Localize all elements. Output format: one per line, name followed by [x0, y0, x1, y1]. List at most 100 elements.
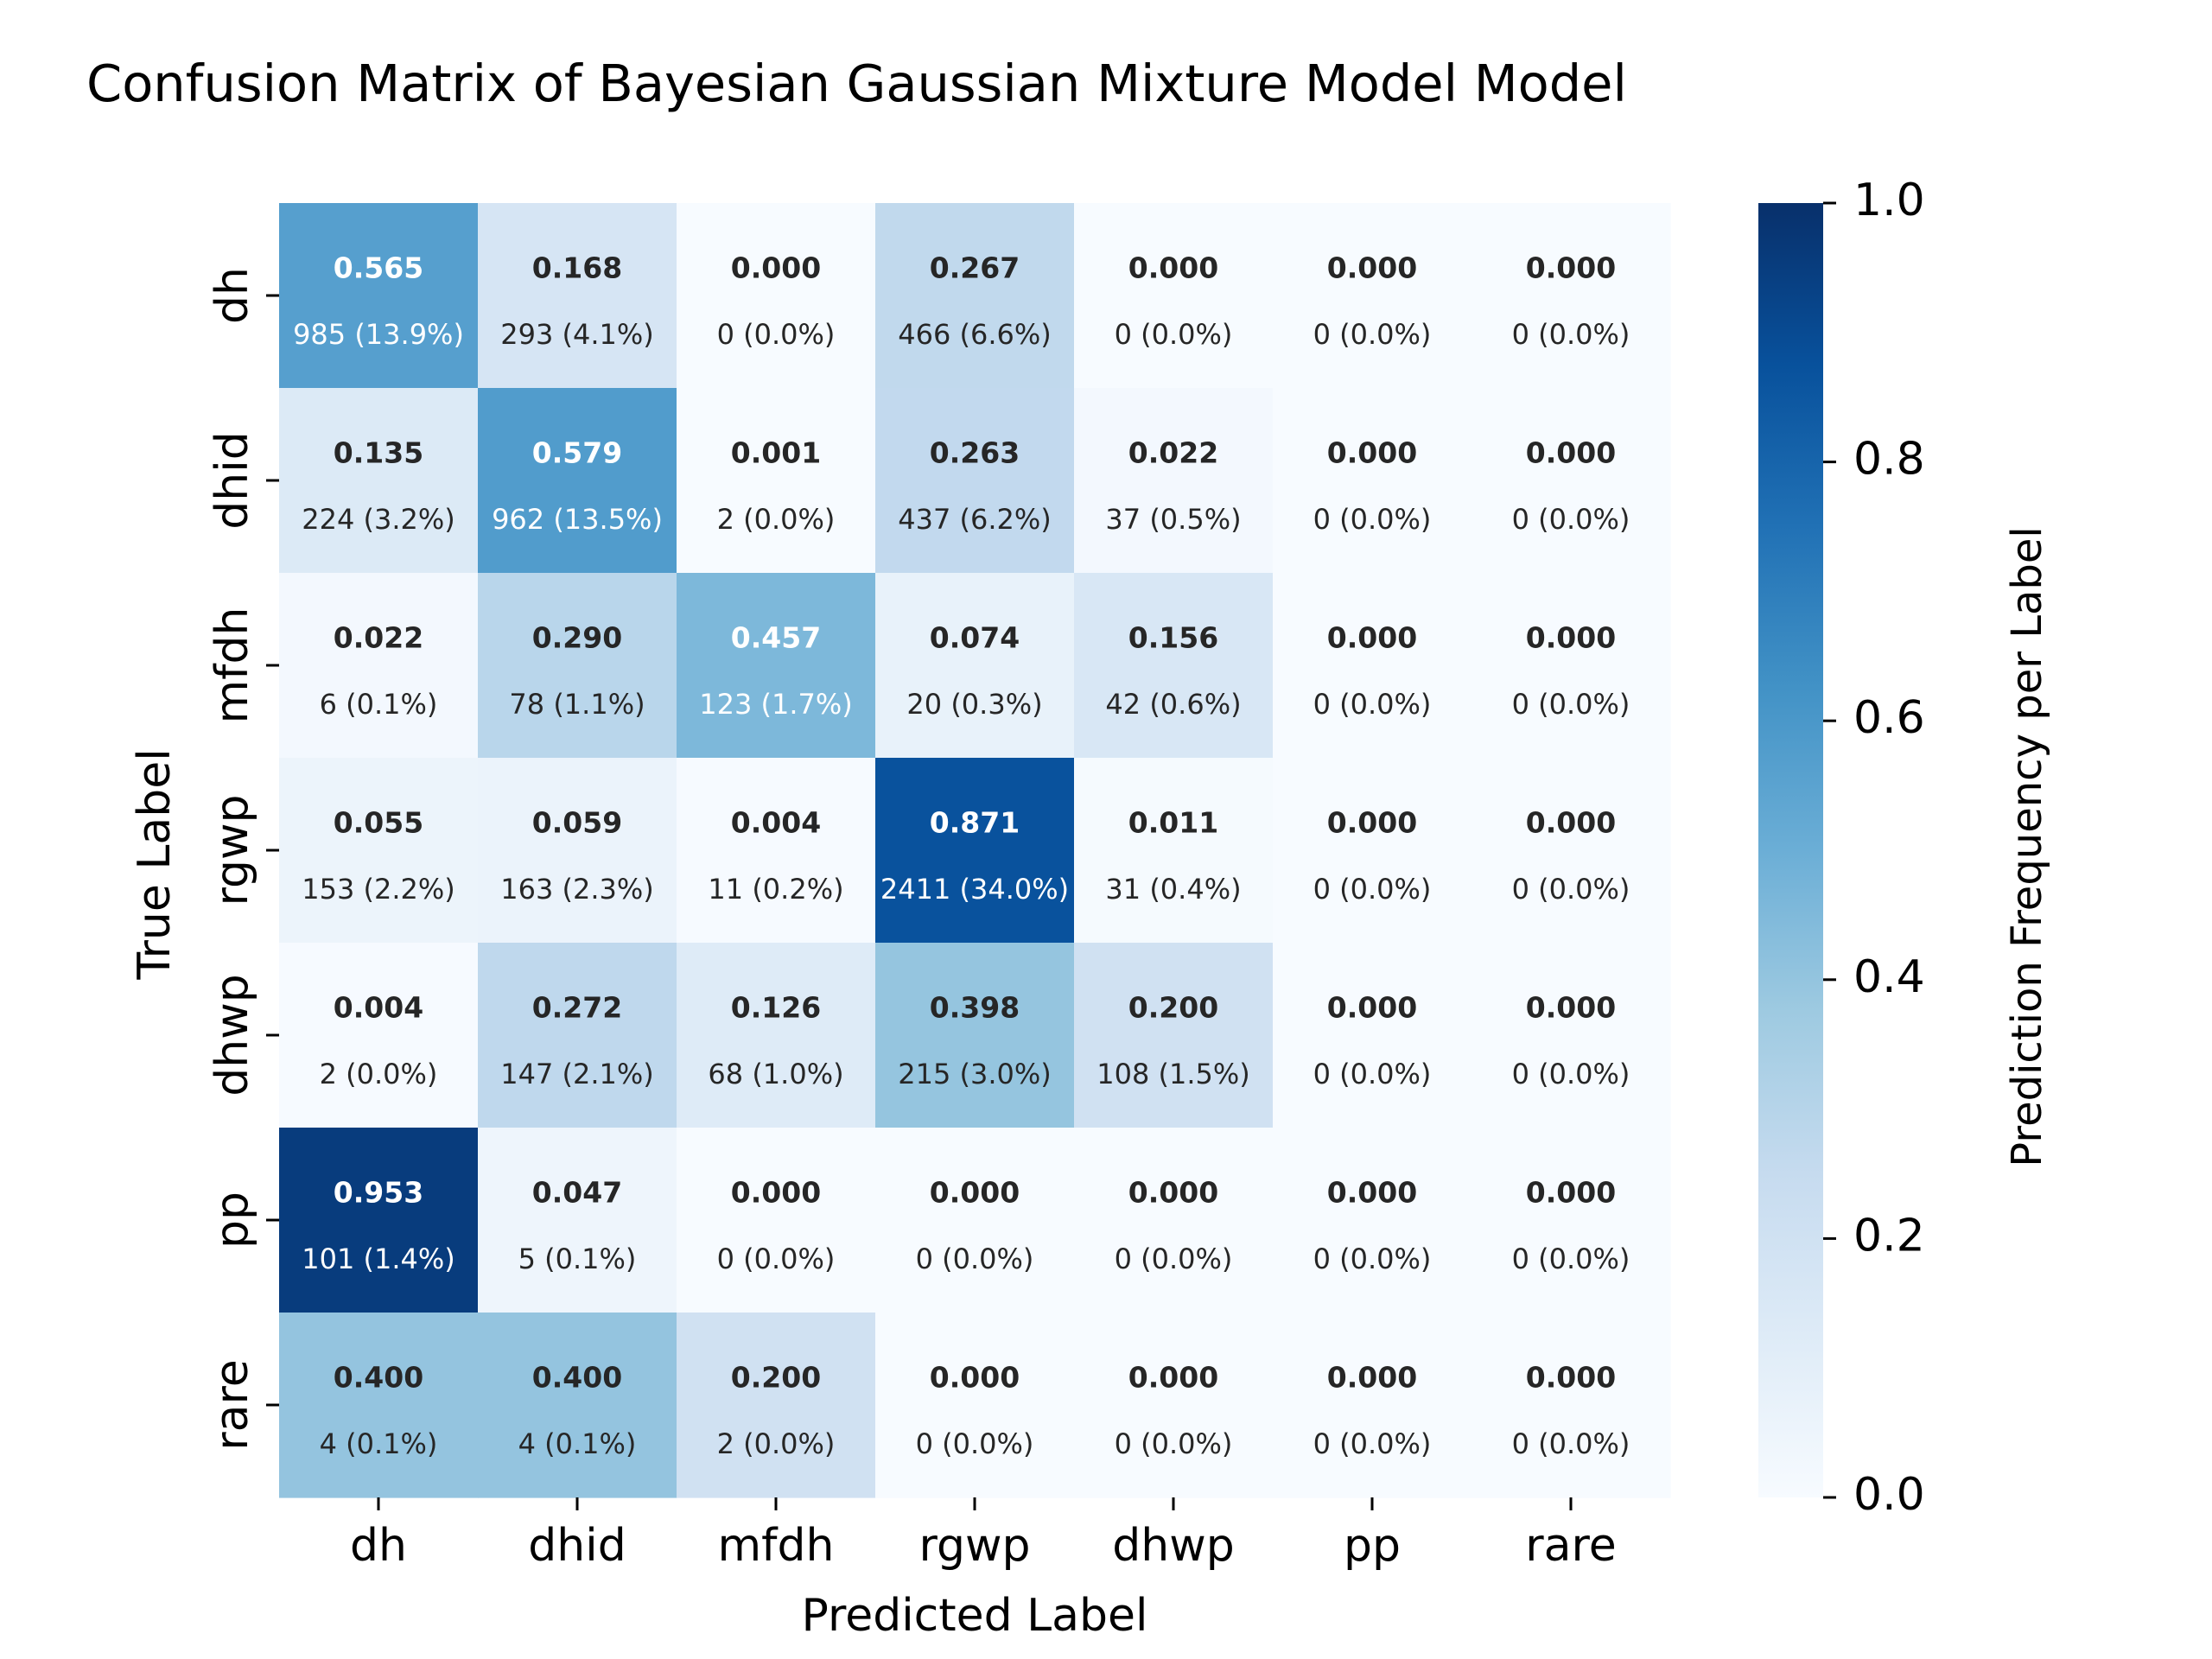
cell-value-label: 0.000 — [731, 1176, 821, 1210]
cell-value-label: 0.000 — [1327, 1176, 1417, 1210]
cell-count-label: 0 (0.0%) — [916, 1427, 1034, 1460]
heatmap-cell — [1471, 573, 1671, 759]
cell-count-label: 153 (2.2%) — [302, 873, 455, 906]
heatmap-cell — [1074, 388, 1274, 574]
heatmap-cell — [478, 758, 677, 944]
heatmap-cell — [279, 943, 479, 1128]
cell-value-label: 0.579 — [532, 436, 622, 470]
heatmap-cell — [1273, 943, 1472, 1128]
cell-count-label: 147 (2.1%) — [500, 1058, 654, 1090]
colorbar-tick-label: 0.0 — [1853, 1469, 1925, 1521]
cell-value-label: 0.398 — [930, 991, 1020, 1025]
cell-count-label: 0 (0.0%) — [1512, 873, 1630, 906]
cell-count-label: 0 (0.0%) — [1512, 1243, 1630, 1275]
cell-count-label: 215 (3.0%) — [898, 1058, 1052, 1090]
y-tick-label: pp — [207, 1192, 258, 1249]
cell-count-label: 20 (0.3%) — [906, 688, 1042, 721]
heatmap-cell — [1074, 758, 1274, 944]
heatmap-cell — [478, 203, 677, 389]
cell-value-label: 0.290 — [532, 621, 622, 655]
cell-value-label: 0.168 — [532, 251, 622, 285]
y-tick-label: rare — [207, 1359, 258, 1450]
cell-count-label: 78 (1.1%) — [509, 688, 645, 721]
y-tick-label: rgwp — [207, 794, 258, 906]
heatmap-cell — [875, 758, 1075, 944]
heatmap-cell — [1471, 203, 1671, 389]
cell-value-label: 0.272 — [532, 991, 622, 1025]
cell-count-label: 2 (0.0%) — [320, 1058, 438, 1090]
heatmap-cell — [1074, 1313, 1274, 1498]
cell-count-label: 0 (0.0%) — [717, 1243, 836, 1275]
cell-value-label: 0.953 — [334, 1176, 423, 1210]
cell-count-label: 293 (4.1%) — [500, 318, 654, 351]
cell-count-label: 0 (0.0%) — [1115, 1243, 1233, 1275]
y-tick-label: dh — [207, 267, 258, 324]
heatmap-cell — [875, 203, 1075, 389]
heatmap-cell — [279, 758, 479, 944]
heatmap-cell — [1273, 1313, 1472, 1498]
cell-count-label: 6 (0.1%) — [320, 688, 438, 721]
y-tick-label: dhid — [207, 431, 258, 529]
cell-count-label: 985 (13.9%) — [293, 318, 464, 351]
heatmap-cell-labels: 0.565 985 (13.9%) 0.168 293 (4.1%) 0.000 0 (0… — [293, 251, 1630, 1461]
heatmap-cell — [279, 203, 479, 389]
cell-value-label: 0.000 — [1327, 1361, 1417, 1395]
chart-title: Confusion Matrix of Bayesian Gaussian Mi… — [86, 54, 1627, 113]
cell-value-label: 0.267 — [930, 251, 1020, 285]
heatmap-cell — [1471, 758, 1671, 944]
cell-count-label: 0 (0.0%) — [1313, 1427, 1432, 1460]
cell-count-label: 0 (0.0%) — [916, 1243, 1034, 1275]
cell-value-label: 0.000 — [1327, 806, 1417, 840]
cell-value-label: 0.457 — [731, 621, 821, 655]
cell-value-label: 0.000 — [1526, 1176, 1616, 1210]
cell-value-label: 0.000 — [1128, 251, 1218, 285]
colorbar-label: Prediction Frequency per Label — [2003, 526, 2051, 1166]
cell-value-label: 0.055 — [334, 806, 423, 840]
x-axis-label: Predicted Label — [802, 1590, 1148, 1642]
cell-count-label: 68 (1.0%) — [708, 1058, 843, 1090]
heatmap-cell — [1074, 573, 1274, 759]
heatmap-cell — [1074, 1128, 1274, 1313]
cell-count-label: 11 (0.2%) — [708, 873, 843, 906]
cell-value-label: 0.011 — [1128, 806, 1218, 840]
heatmap-cell — [1273, 203, 1472, 389]
cell-count-label: 0 (0.0%) — [717, 318, 836, 351]
cell-value-label: 0.000 — [1526, 806, 1616, 840]
x-tick-label: pp — [1344, 1520, 1401, 1572]
cell-value-label: 0.200 — [1128, 991, 1218, 1025]
heatmap-cell — [1471, 388, 1671, 574]
cell-value-label: 0.000 — [1327, 251, 1417, 285]
cell-count-label: 0 (0.0%) — [1512, 688, 1630, 721]
heatmap-cell — [478, 573, 677, 759]
heatmap-cell — [875, 388, 1075, 574]
cell-value-label: 0.000 — [1526, 251, 1616, 285]
heatmap-cell — [677, 1313, 876, 1498]
cell-count-label: 31 (0.4%) — [1105, 873, 1241, 906]
y-axis-label: True Label — [129, 748, 181, 980]
cell-count-label: 0 (0.0%) — [1512, 1058, 1630, 1090]
cell-count-label: 42 (0.6%) — [1105, 688, 1241, 721]
heatmap-cell — [478, 943, 677, 1128]
cell-count-label: 0 (0.0%) — [1512, 503, 1630, 536]
colorbar-tick-label: 0.2 — [1853, 1210, 1925, 1262]
cell-count-label: 0 (0.0%) — [1313, 1243, 1432, 1275]
cell-value-label: 0.000 — [930, 1361, 1020, 1395]
cell-count-label: 0 (0.0%) — [1115, 318, 1233, 351]
cell-value-label: 0.400 — [532, 1361, 622, 1395]
cell-value-label: 0.135 — [334, 436, 423, 470]
cell-value-label: 0.400 — [334, 1361, 423, 1395]
cell-count-label: 163 (2.3%) — [500, 873, 654, 906]
heatmap-cell — [677, 388, 876, 574]
cell-count-label: 0 (0.0%) — [1313, 503, 1432, 536]
cell-count-label: 4 (0.1%) — [518, 1427, 637, 1460]
heatmap-cell — [875, 943, 1075, 1128]
heatmap-cell — [677, 573, 876, 759]
cell-count-label: 2 (0.0%) — [717, 503, 836, 536]
heatmap-cell — [478, 1128, 677, 1313]
x-tick-label: rare — [1525, 1520, 1616, 1572]
cell-count-label: 4 (0.1%) — [320, 1427, 438, 1460]
cell-count-label: 224 (3.2%) — [302, 503, 455, 536]
cell-value-label: 0.001 — [731, 436, 821, 470]
x-tick-label: mfdh — [718, 1520, 835, 1572]
